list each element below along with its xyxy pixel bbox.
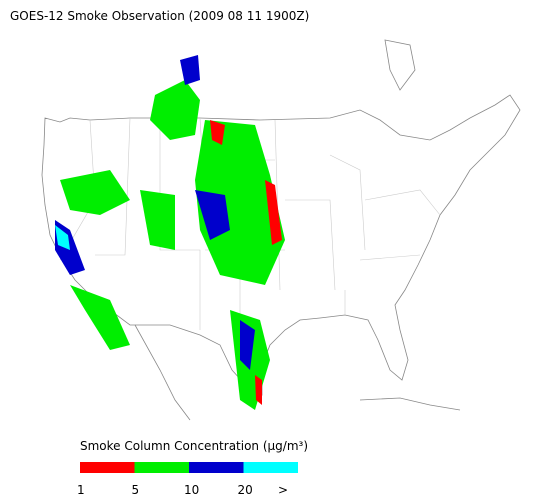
colorbar-segment (134, 462, 189, 473)
colorbar-segment (243, 462, 298, 473)
colorbar-segment (80, 462, 135, 473)
title: GOES-12 Smoke Observation (2009 08 11 19… (10, 9, 309, 23)
smoke-patches (55, 55, 285, 410)
colorbar-tick-label: > (278, 483, 288, 497)
colorbar-tick-label: 20 (238, 483, 253, 497)
colorbar-tick-label: 10 (184, 483, 199, 497)
legend-label: Smoke Column Concentration (μg/m³) (80, 439, 308, 453)
colorbar-tick-label: 1 (77, 483, 85, 497)
colorbar-tick-label: 5 (132, 483, 140, 497)
colorbar-segment (189, 462, 244, 473)
